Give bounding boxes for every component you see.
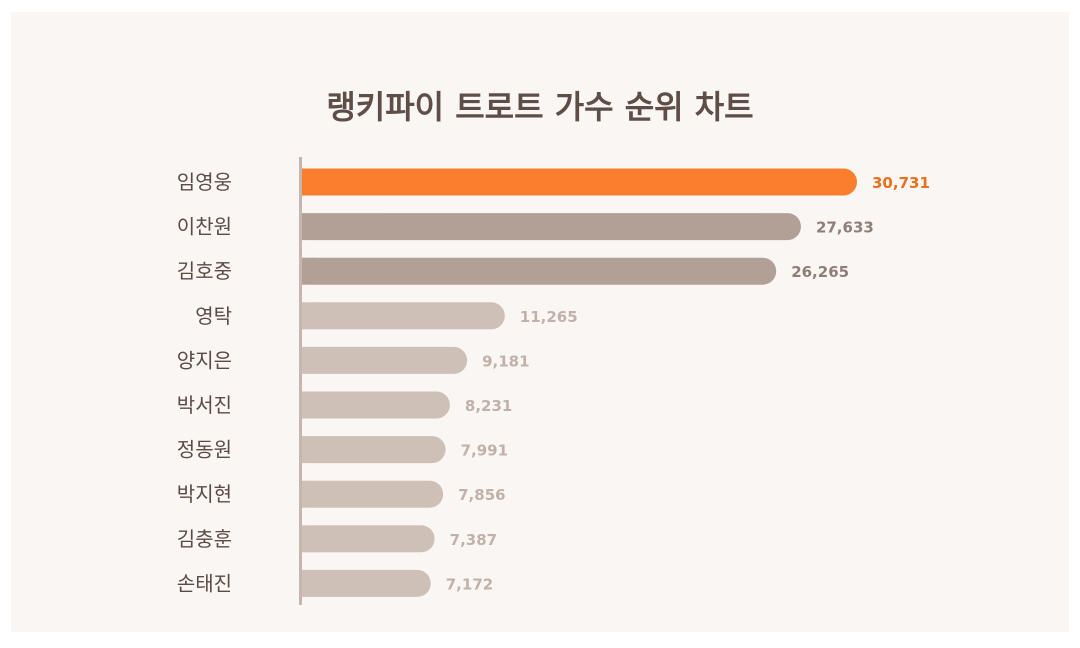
bar	[301, 436, 446, 464]
bar	[301, 525, 435, 553]
category-label: 박서진	[177, 393, 232, 417]
value-label: 9,181	[482, 352, 529, 370]
chart-card	[11, 12, 1069, 632]
bar-left-cap	[301, 569, 315, 597]
bar-left-cap	[301, 257, 315, 285]
value-label: 7,991	[461, 442, 508, 460]
bar-left-cap	[301, 168, 315, 196]
bar-left-cap	[301, 480, 315, 508]
chart-title: 랭키파이 트로트 가수 순위 차트	[326, 88, 754, 126]
category-label: 정동원	[177, 438, 232, 462]
value-label: 11,265	[520, 308, 578, 326]
value-label: 7,387	[450, 531, 497, 549]
value-label: 27,633	[816, 219, 874, 237]
bar-left-cap	[301, 302, 315, 330]
bar	[301, 302, 505, 330]
bar	[301, 257, 777, 285]
category-label: 김호중	[177, 259, 232, 283]
category-label: 양지은	[177, 348, 232, 372]
bar-left-cap	[301, 213, 315, 241]
value-label: 7,172	[446, 575, 493, 593]
category-label: 박지현	[177, 482, 232, 506]
y-axis-line	[299, 157, 302, 605]
bar	[301, 569, 431, 597]
bar-left-cap	[301, 346, 315, 374]
category-label: 손태진	[177, 571, 232, 595]
value-label: 26,265	[791, 263, 849, 281]
category-label: 임영웅	[177, 170, 232, 194]
category-label: 이찬원	[177, 215, 232, 239]
bar	[301, 480, 444, 508]
bar	[301, 213, 801, 241]
bar	[301, 168, 857, 196]
bar-left-cap	[301, 391, 315, 419]
value-label: 7,856	[458, 486, 505, 504]
category-label: 김충훈	[177, 527, 232, 551]
bar	[301, 391, 450, 419]
category-label: 영탁	[195, 304, 232, 328]
bar	[301, 346, 468, 374]
bar-left-cap	[301, 436, 315, 464]
value-label: 8,231	[465, 397, 512, 415]
bar-left-cap	[301, 525, 315, 553]
value-label: 30,731	[872, 174, 930, 192]
